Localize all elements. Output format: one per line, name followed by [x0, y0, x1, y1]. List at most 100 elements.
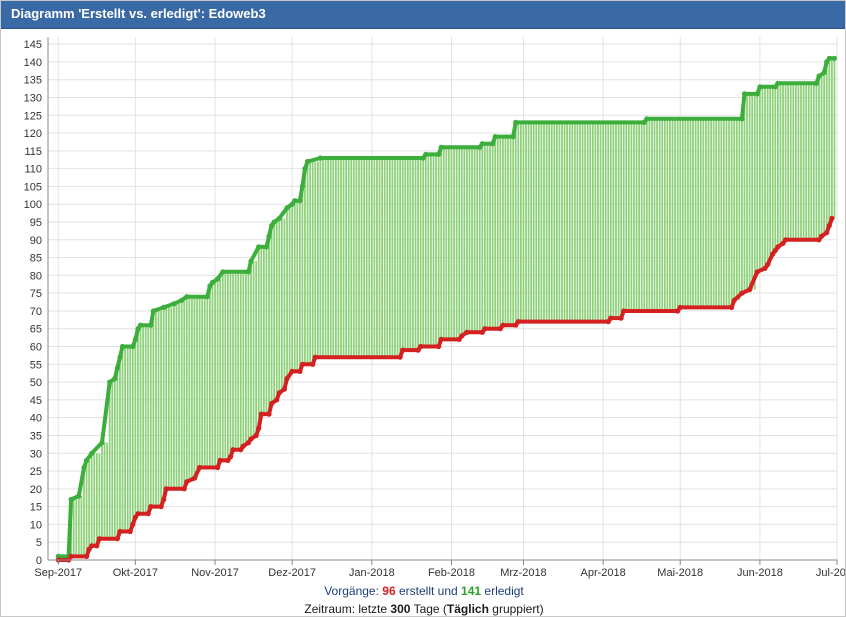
- difference-bar: [676, 118, 679, 311]
- difference-bar: [191, 296, 193, 482]
- difference-bar: [661, 118, 664, 311]
- difference-bar: [699, 118, 702, 308]
- resolved-point: [266, 233, 272, 239]
- resolved-point: [271, 219, 277, 225]
- difference-bar: [101, 442, 103, 539]
- difference-bar: [496, 136, 499, 329]
- difference-bar: [340, 157, 342, 358]
- difference-bar: [450, 147, 453, 340]
- created-point: [94, 543, 100, 549]
- difference-bar: [203, 296, 206, 468]
- created-point: [729, 304, 735, 310]
- difference-bar: [319, 157, 322, 358]
- range-mid: Tage (: [413, 602, 447, 616]
- resolved-point: [220, 269, 226, 275]
- difference-bar: [566, 122, 569, 322]
- difference-bar: [481, 143, 484, 333]
- resolved-point: [513, 119, 519, 125]
- y-tick-label: 90: [30, 235, 42, 247]
- difference-bar: [250, 261, 252, 440]
- summary-prefix: Vorgänge:: [324, 584, 379, 598]
- difference-bar: [717, 118, 720, 308]
- y-tick-label: 20: [30, 484, 42, 496]
- difference-bar: [810, 83, 813, 240]
- difference-bar: [484, 143, 486, 329]
- resolved-point: [276, 215, 282, 221]
- difference-bar: [681, 118, 684, 308]
- difference-bar: [247, 271, 250, 443]
- created-point: [312, 354, 318, 360]
- resolved-point: [68, 496, 74, 503]
- difference-bar: [748, 93, 751, 290]
- difference-bar: [185, 296, 188, 482]
- created-point: [145, 511, 151, 517]
- difference-bar: [512, 136, 515, 326]
- difference-bar: [329, 157, 332, 358]
- difference-bar: [288, 207, 291, 379]
- difference-bar: [170, 307, 173, 489]
- difference-bar: [234, 271, 237, 450]
- difference-bar: [370, 157, 373, 358]
- y-tick-label: 60: [30, 342, 42, 354]
- difference-bar: [90, 453, 93, 546]
- difference-bar: [489, 143, 491, 329]
- created-point: [230, 447, 236, 453]
- difference-bar: [85, 460, 88, 557]
- difference-bar: [751, 93, 754, 290]
- difference-bar: [149, 325, 152, 507]
- created-point: [765, 262, 771, 268]
- x-tick-label: Sep-2017: [34, 567, 82, 579]
- resolved-point: [479, 141, 485, 147]
- created-point: [297, 368, 303, 374]
- resolved-point: [292, 198, 298, 204]
- created-point: [500, 322, 506, 328]
- difference-bar: [440, 147, 443, 340]
- difference-bar: [121, 346, 124, 532]
- difference-bar: [175, 303, 178, 489]
- difference-bar: [784, 83, 787, 240]
- difference-bar: [635, 122, 638, 311]
- difference-bar: [417, 157, 419, 351]
- created-point: [459, 333, 465, 339]
- difference-bar: [157, 310, 160, 507]
- range-grouping: Täglich: [446, 602, 489, 616]
- difference-bar: [206, 296, 209, 468]
- y-tick-label: 0: [36, 555, 42, 567]
- difference-bar: [363, 157, 365, 358]
- created-point: [479, 329, 485, 335]
- difference-bar: [435, 154, 437, 347]
- difference-bar: [697, 118, 700, 308]
- difference-bar: [152, 310, 155, 507]
- difference-bar: [219, 278, 222, 461]
- difference-bar: [812, 83, 815, 240]
- series-points: [55, 55, 838, 563]
- difference-bar: [818, 76, 820, 240]
- created-point: [158, 504, 164, 510]
- created-vs-resolved-chart: 0 5 10 15 20 25 30 35 40 45 50 55 60 65 70 75 80 85 90 95 10…: [24, 37, 845, 579]
- difference-bar: [573, 122, 576, 322]
- difference-bar: [669, 118, 671, 311]
- resolved-point: [215, 276, 221, 282]
- difference-bar: [165, 307, 168, 489]
- difference-bar: [257, 246, 260, 429]
- difference-bar: [478, 147, 481, 333]
- difference-bar: [702, 118, 705, 308]
- resolved-point: [826, 55, 832, 61]
- difference-bar: [358, 157, 360, 358]
- created-point: [266, 411, 272, 417]
- x-tick-label: Feb-2018: [428, 567, 475, 579]
- x-tick-label: Okt-2017: [113, 567, 158, 579]
- created-point: [816, 237, 822, 243]
- difference-bar: [707, 118, 710, 308]
- resolved-point: [775, 80, 781, 86]
- y-tick-label: 45: [30, 395, 42, 407]
- difference-bar: [779, 83, 782, 247]
- created-point: [762, 265, 768, 271]
- resolved-point: [171, 301, 177, 307]
- created-point: [400, 347, 406, 353]
- y-tick-label: 95: [30, 217, 42, 229]
- created-point: [217, 457, 223, 463]
- resolved-point: [831, 55, 838, 61]
- difference-bar: [432, 154, 435, 347]
- difference-bar: [543, 122, 545, 322]
